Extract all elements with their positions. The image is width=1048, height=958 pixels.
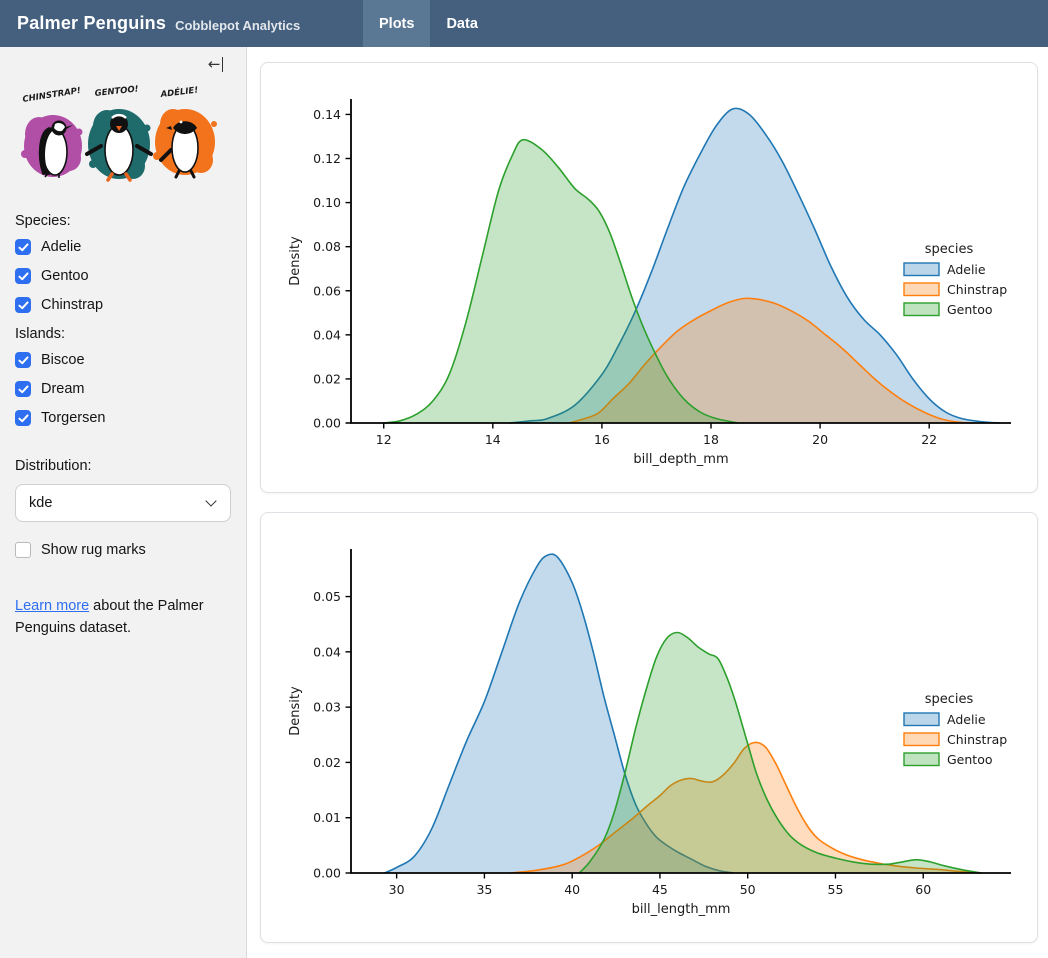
svg-text:Gentoo: Gentoo bbox=[947, 752, 993, 767]
svg-text:50: 50 bbox=[740, 882, 756, 897]
checkbox-label: Chinstrap bbox=[41, 297, 104, 313]
svg-text:Adelie: Adelie bbox=[947, 712, 986, 727]
distribution-selected-value: kde bbox=[29, 495, 53, 511]
svg-text:18: 18 bbox=[703, 432, 719, 447]
checkbox-checked-icon bbox=[15, 381, 31, 397]
svg-text:22: 22 bbox=[921, 432, 937, 447]
app-title: Palmer Penguins bbox=[17, 13, 167, 33]
checkbox-checked-icon bbox=[15, 297, 31, 313]
svg-text:30: 30 bbox=[389, 882, 405, 897]
checkbox-species-adelie[interactable]: Adelie bbox=[15, 239, 231, 255]
checkbox-island-dream[interactable]: Dream bbox=[15, 381, 231, 397]
chevron-down-icon bbox=[205, 495, 217, 507]
checkbox-unchecked-icon bbox=[15, 542, 31, 558]
svg-text:0.14: 0.14 bbox=[313, 107, 341, 122]
svg-text:20: 20 bbox=[812, 432, 828, 447]
tab-data[interactable]: Data bbox=[446, 15, 478, 32]
checkbox-label: Dream bbox=[41, 381, 85, 397]
penguin-artwork: CHINSTRAP! GENTOO! ADÉLIE! bbox=[21, 83, 217, 182]
svg-text:0.00: 0.00 bbox=[313, 866, 341, 881]
chinstrap-label: CHINSTRAP! bbox=[22, 86, 82, 105]
svg-text:Chinstrap: Chinstrap bbox=[947, 732, 1007, 747]
checkbox-label: Adelie bbox=[41, 239, 82, 255]
checkbox-island-torgersen[interactable]: Torgersen bbox=[15, 410, 231, 426]
gentoo-label: GENTOO! bbox=[94, 84, 139, 99]
navbar: Palmer Penguins Cobblepot Analytics Plot… bbox=[0, 0, 1048, 47]
checkbox-label: Biscoe bbox=[41, 352, 85, 368]
svg-text:Adelie: Adelie bbox=[947, 262, 986, 277]
svg-text:0.05: 0.05 bbox=[313, 589, 341, 604]
svg-text:0.03: 0.03 bbox=[313, 700, 341, 715]
chinstrap-penguin bbox=[38, 120, 73, 178]
svg-text:40: 40 bbox=[564, 882, 580, 897]
checkbox-label: Show rug marks bbox=[41, 542, 146, 558]
svg-text:0.02: 0.02 bbox=[313, 755, 341, 770]
svg-text:0.12: 0.12 bbox=[313, 151, 341, 166]
svg-text:0.10: 0.10 bbox=[313, 195, 341, 210]
svg-text:0.00: 0.00 bbox=[313, 416, 341, 431]
bill-length-plot-card: 30 35 40 45 50 55 60 0.00 0.01 0.02 0.03 0.04 0.05 bi… bbox=[260, 512, 1038, 943]
checkbox-checked-icon bbox=[15, 352, 31, 368]
checkbox-checked-icon bbox=[15, 268, 31, 284]
navbar-tabs: Plots Data bbox=[363, 0, 494, 47]
collapse-arrow-icon: ← bbox=[207, 54, 221, 73]
svg-text:bill_length_mm: bill_length_mm bbox=[632, 902, 731, 917]
islands-section-label: Islands: bbox=[15, 326, 65, 342]
main-content: 12 14 16 18 20 22 0.00 0.02 0.04 0.06 0.08 0.10 0.12… bbox=[247, 47, 1048, 958]
svg-text:species: species bbox=[925, 692, 974, 707]
svg-text:12: 12 bbox=[376, 432, 392, 447]
svg-text:16: 16 bbox=[594, 432, 610, 447]
checkbox-show-rug-marks[interactable]: Show rug marks bbox=[15, 542, 231, 558]
kde-plot-bill-depth: 12 14 16 18 20 22 0.00 0.02 0.04 0.06 0.08 0.10 0.12… bbox=[288, 99, 1011, 467]
svg-text:0.06: 0.06 bbox=[313, 283, 341, 298]
app-subtitle: Cobblepot Analytics bbox=[175, 17, 301, 33]
collapse-bar-icon bbox=[221, 56, 223, 72]
gentoo-penguin bbox=[85, 113, 153, 182]
checkbox-label: Gentoo bbox=[41, 268, 89, 284]
svg-text:35: 35 bbox=[476, 882, 492, 897]
bill-depth-plot-card: 12 14 16 18 20 22 0.00 0.02 0.04 0.06 0.08 0.10 0.12… bbox=[260, 62, 1038, 493]
adelie-penguin bbox=[159, 120, 199, 179]
svg-text:Density: Density bbox=[288, 686, 303, 736]
footer-text: about the Palmer Penguins dataset. bbox=[15, 598, 204, 637]
sidebar-collapse-button[interactable]: ← bbox=[207, 54, 223, 73]
svg-text:14: 14 bbox=[485, 432, 501, 447]
sidebar: ← bbox=[0, 47, 247, 958]
svg-text:0.08: 0.08 bbox=[313, 239, 341, 254]
svg-text:Chinstrap: Chinstrap bbox=[947, 282, 1007, 297]
checkbox-label: Torgersen bbox=[41, 410, 106, 426]
tab-plots[interactable]: Plots bbox=[363, 0, 431, 47]
svg-text:60: 60 bbox=[915, 882, 931, 897]
svg-text:45: 45 bbox=[652, 882, 668, 897]
checkbox-species-gentoo[interactable]: Gentoo bbox=[15, 268, 231, 284]
svg-text:0.01: 0.01 bbox=[313, 810, 341, 825]
distribution-label: Distribution: bbox=[15, 458, 92, 474]
svg-text:0.02: 0.02 bbox=[313, 371, 341, 386]
sidebar-footer-text: Learn more about the Palmer Penguins dat… bbox=[15, 595, 227, 640]
svg-text:0.04: 0.04 bbox=[313, 644, 341, 659]
distribution-select[interactable]: kde bbox=[15, 484, 231, 522]
svg-text:Gentoo: Gentoo bbox=[947, 302, 993, 317]
learn-more-link[interactable]: Learn more bbox=[15, 598, 90, 614]
svg-text:bill_depth_mm: bill_depth_mm bbox=[633, 452, 728, 467]
species-section-label: Species: bbox=[15, 213, 71, 229]
kde-plot-bill-length: 30 35 40 45 50 55 60 0.00 0.01 0.02 0.03 0.04 0.05 bi… bbox=[288, 549, 1011, 917]
checkbox-species-chinstrap[interactable]: Chinstrap bbox=[15, 297, 231, 313]
checkbox-checked-icon bbox=[15, 239, 31, 255]
svg-text:Density: Density bbox=[288, 236, 303, 286]
checkbox-checked-icon bbox=[15, 410, 31, 426]
checkbox-island-biscoe[interactable]: Biscoe bbox=[15, 352, 231, 368]
svg-text:55: 55 bbox=[828, 882, 844, 897]
svg-text:species: species bbox=[925, 242, 974, 257]
adelie-label: ADÉLIE! bbox=[159, 84, 199, 100]
svg-text:0.04: 0.04 bbox=[313, 327, 341, 342]
navbar-brand: Palmer Penguins Cobblepot Analytics bbox=[0, 0, 363, 47]
